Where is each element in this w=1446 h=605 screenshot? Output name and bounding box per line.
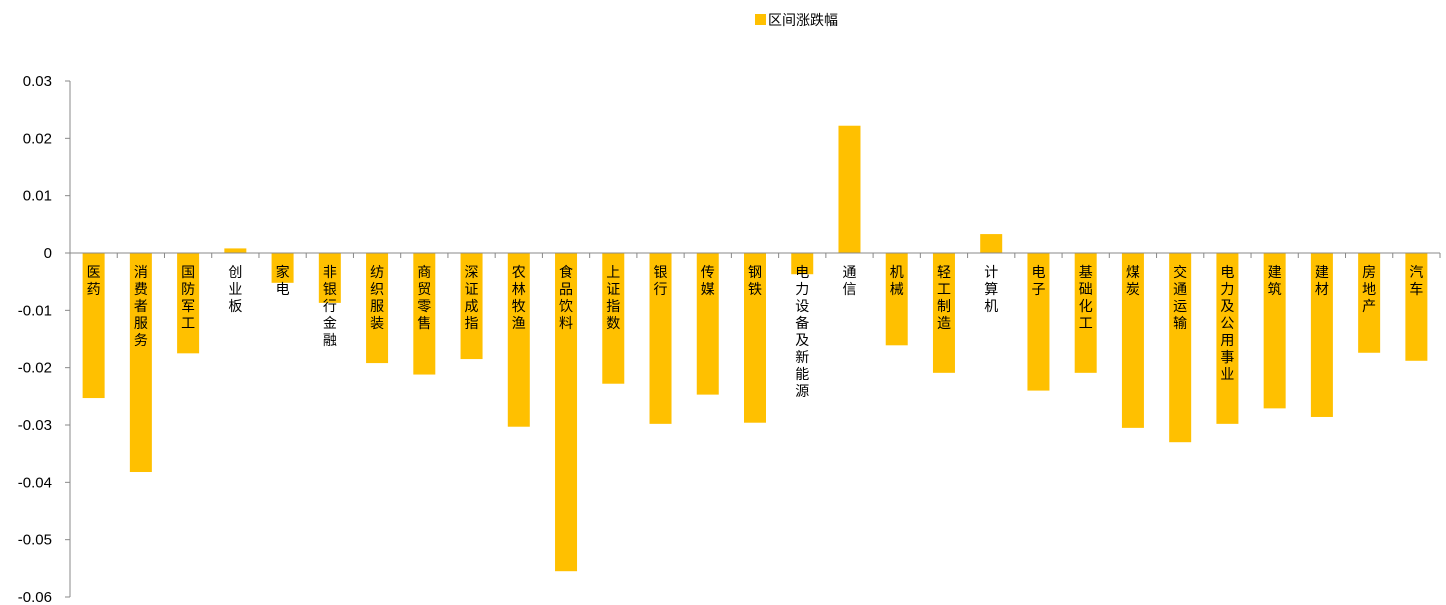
category-label: 国防军工 (181, 265, 195, 332)
y-tick-label: -0.02 (18, 360, 52, 377)
category-label: 机械 (890, 265, 904, 298)
bar (1216, 253, 1239, 424)
category-label: 建筑 (1268, 265, 1282, 298)
y-tick-label: 0.01 (23, 188, 52, 205)
bar (1074, 253, 1097, 373)
y-tick-label: 0 (44, 245, 52, 262)
category-label: 商贸零售 (417, 265, 431, 332)
y-tick-label: 0.03 (23, 73, 52, 90)
y-tick-label: -0.04 (18, 474, 52, 491)
bar (366, 253, 389, 364)
legend-swatch (755, 14, 766, 25)
y-tick-label: -0.03 (18, 417, 52, 434)
category-label: 汽车 (1409, 265, 1423, 298)
category-label: 消费者服务 (134, 265, 148, 349)
bar (129, 253, 152, 473)
y-tick-label: -0.05 (18, 532, 52, 549)
bar (460, 253, 483, 360)
y-axis: 0.03 0.02 0.01 0 -0.01 -0.02 -0.03 -0.04 -0.05 -0… (18, 73, 71, 605)
bar (1121, 253, 1144, 428)
category-label: 农林牧渔 (512, 265, 526, 332)
bar (82, 253, 105, 399)
y-tick-label: -0.01 (18, 302, 52, 319)
category-label: 家电 (276, 264, 290, 298)
category-label: 电力设备及新能源 (795, 265, 809, 400)
category-label: 银行 (654, 265, 668, 298)
bar (791, 253, 814, 275)
category-label: 创业板 (228, 265, 242, 315)
category-label: 基础化工 (1079, 264, 1093, 332)
category-label: 房地产 (1362, 265, 1376, 315)
category-label: 轻工制造 (937, 265, 951, 332)
category-label: 计算机 (984, 265, 998, 315)
category-label: 上证指数 (606, 265, 620, 332)
category-label: 食品饮料 (559, 264, 573, 332)
bar (1405, 253, 1428, 361)
bar (1263, 253, 1286, 409)
x-axis (69, 252, 1441, 258)
bar (318, 253, 341, 303)
category-label: 交通运输 (1173, 264, 1187, 332)
bar (838, 125, 861, 253)
bar (1027, 253, 1050, 391)
y-tick-label: -0.06 (18, 589, 52, 605)
bar (224, 248, 247, 253)
bar (696, 253, 719, 395)
category-label: 传媒 (701, 265, 715, 298)
category-label: 钢铁 (748, 265, 762, 298)
legend-label: 区间涨跌幅 (768, 13, 838, 29)
bar (271, 253, 294, 283)
bar (980, 234, 1003, 253)
bars (82, 125, 1428, 572)
category-label: 深证成指 (465, 265, 479, 332)
bar (885, 253, 908, 346)
bar (1358, 253, 1381, 353)
category-label: 纺织服装 (370, 265, 384, 332)
bar (413, 253, 436, 375)
bar (507, 253, 530, 427)
bar (1169, 253, 1192, 443)
bar (1310, 253, 1333, 417)
category-label: 建材 (1315, 265, 1329, 298)
category-label: 电力及公用事业 (1220, 265, 1234, 383)
bar (602, 253, 625, 384)
category-label: 医药 (87, 265, 101, 298)
bar (649, 253, 672, 424)
category-label: 煤炭 (1126, 265, 1140, 298)
bar (932, 253, 955, 373)
y-tick-label: 0.02 (23, 130, 52, 147)
bar (177, 253, 200, 354)
category-label: 非银行金融 (323, 265, 337, 349)
category-labels: 医药 消费者服务 国防军工 创业板 家电 非银行金融 纺织服装 商贸零售 深证成指 农林牧渔 食品饮… (87, 264, 1424, 400)
category-label: 电子 (1031, 265, 1045, 298)
category-label: 通信 (842, 265, 856, 298)
bar (744, 253, 766, 423)
bar (555, 253, 578, 572)
legend: 区间涨跌幅 (755, 13, 838, 29)
